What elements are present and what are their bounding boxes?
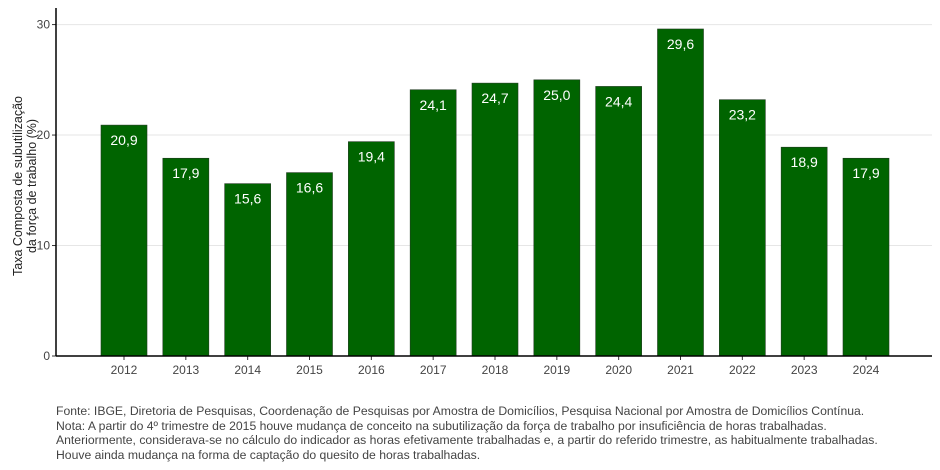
- bar-2016: [348, 141, 395, 357]
- data-label-2017: 24,1: [420, 97, 447, 113]
- bar-2012: [100, 124, 148, 357]
- bar-2020: [595, 86, 642, 357]
- bar-2019: [533, 79, 581, 357]
- bar-2013: [162, 157, 210, 357]
- footnote-note-line-2: Anteriormente, considerava-se no cálculo…: [56, 433, 878, 448]
- footnote-source: Fonte: IBGE, Diretoria de Pesquisas, Coo…: [56, 404, 865, 418]
- x-tick-label-2015: 2015: [296, 363, 323, 377]
- x-tick-label-2016: 2016: [358, 363, 385, 377]
- data-label-2016: 19,4: [358, 149, 385, 165]
- data-label-2015: 16,6: [296, 180, 323, 196]
- x-tick-label-2021: 2021: [667, 363, 694, 377]
- x-tick-label-2020: 2020: [605, 363, 632, 377]
- bar-2021: [657, 28, 704, 357]
- x-tick-label-2019: 2019: [543, 363, 570, 377]
- y-tick-label: 30: [37, 18, 51, 32]
- data-label-2013: 17,9: [172, 165, 199, 181]
- bar-2018: [471, 82, 519, 357]
- bar-2015: [286, 172, 333, 357]
- x-tick-label-2022: 2022: [729, 363, 756, 377]
- bar-2023: [780, 146, 828, 357]
- bars-group: [100, 28, 890, 357]
- footnote: Fonte: IBGE, Diretoria de Pesquisas, Coo…: [56, 404, 936, 462]
- bar-2017: [409, 89, 457, 357]
- y-tick-label: 0: [43, 349, 50, 363]
- x-tick-label-2023: 2023: [791, 363, 818, 377]
- data-label-2022: 23,2: [729, 107, 756, 123]
- y-axis-title-line: da força de trabalho (%): [25, 119, 39, 253]
- data-label-2020: 24,4: [605, 93, 632, 109]
- bar-chart: 20,9 17,9 15,6 16,6 19,4 24,1 24,7 25,0 24,4 29,6…: [11, 8, 932, 377]
- x-tick-label-2018: 2018: [482, 363, 509, 377]
- bar-2024: [842, 157, 890, 357]
- x-tick-label-2024: 2024: [853, 363, 880, 377]
- data-labels-group: 20,9 17,9 15,6 16,6 19,4 24,1 24,7 25,0 24,4 29,6…: [110, 36, 879, 207]
- axes-group: 0 10 20 30 2012 2013 2014 2015 2016 2017 2018 2019 2…: [37, 8, 932, 377]
- footnote-note-line-1: Nota: A partir do 4º trimestre de 2015 h…: [56, 418, 827, 433]
- data-label-2024: 17,9: [852, 165, 879, 181]
- data-label-2021: 29,6: [667, 36, 694, 52]
- y-tick-label: 10: [37, 239, 51, 253]
- x-tick-label-2013: 2013: [172, 363, 199, 377]
- data-label-2019: 25,0: [543, 87, 570, 103]
- data-label-2023: 18,9: [791, 154, 818, 170]
- x-tick-label-2017: 2017: [420, 363, 447, 377]
- x-tick-label-2014: 2014: [234, 363, 261, 377]
- y-axis-title: Taxa Composta de subutilizaçãoda força d…: [11, 96, 39, 276]
- data-label-2018: 24,7: [481, 90, 508, 106]
- data-label-2014: 15,6: [234, 191, 261, 207]
- y-tick-label: 20: [37, 128, 51, 142]
- x-tick-label-2012: 2012: [111, 363, 138, 377]
- data-label-2012: 20,9: [110, 132, 137, 148]
- bar-2022: [719, 99, 766, 357]
- bar-2014: [224, 183, 271, 357]
- footnote-note-line-3: Houve ainda mudança na forma de captação…: [56, 447, 481, 462]
- y-axis-title-line: Taxa Composta de subutilização: [11, 96, 25, 276]
